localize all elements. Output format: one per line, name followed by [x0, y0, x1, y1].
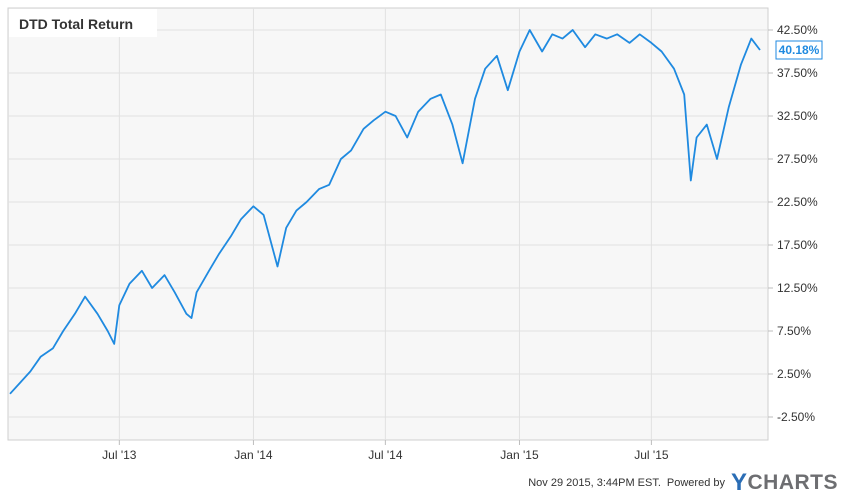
- legend: DTD Total Return: [9, 9, 157, 37]
- powered-by-label: Powered by: [666, 477, 725, 489]
- series-layer: [9, 29, 761, 395]
- x-axis: Jul '13 Jan '14 Jul '14 Jan '15 Jul '15: [102, 440, 669, 462]
- y-tick-label: -2.50%: [777, 410, 815, 424]
- last-value-badge: 40.18%: [775, 40, 823, 60]
- y-axis: 42.50% 37.50% 32.50% 27.50% 22.50% 17.50% 12.5…: [768, 23, 818, 424]
- y-tick-label: 2.50%: [777, 367, 811, 381]
- y-tick-label: 42.50%: [777, 23, 818, 37]
- footer: Nov 29 2015, 3:44PM EST. Powered by Y CHA…: [528, 469, 838, 497]
- timestamp: Nov 29 2015, 3:44PM EST.: [528, 477, 661, 489]
- series-line: [9, 29, 761, 395]
- x-tick-label: Jul '14: [368, 448, 403, 462]
- last-value-label: 40.18%: [779, 43, 820, 57]
- y-tick-label: 12.50%: [777, 281, 818, 295]
- x-tick-label: Jan '15: [500, 448, 539, 462]
- gridlines: [8, 8, 768, 440]
- plot-area: [7, 7, 769, 441]
- x-tick-label: Jul '15: [634, 448, 669, 462]
- y-tick-label: 22.50%: [777, 195, 818, 209]
- y-tick-label: 27.50%: [777, 152, 818, 166]
- ycharts-logo[interactable]: Y CHARTS: [731, 469, 838, 497]
- x-tick-label: Jul '13: [102, 448, 137, 462]
- y-tick-label: 7.50%: [777, 324, 811, 338]
- logo-text: CHARTS: [747, 471, 838, 494]
- y-tick-label: 32.50%: [777, 109, 818, 123]
- y-tick-label: 37.50%: [777, 66, 818, 80]
- x-tick-label: Jan '14: [234, 448, 273, 462]
- chart-title: DTD Total Return: [19, 16, 133, 32]
- logo-y: Y: [730, 469, 748, 496]
- y-tick-label: 17.50%: [777, 238, 818, 252]
